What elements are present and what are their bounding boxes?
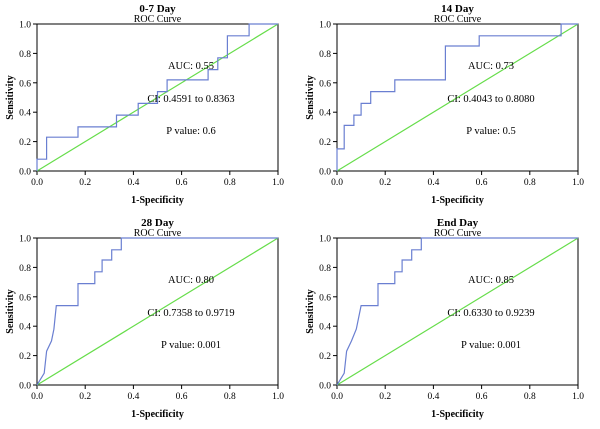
x-tick-label: 0.0 [331,392,343,402]
auc-annotation: AUC: 0.85 [468,275,514,286]
y-tick-label: 1.0 [319,235,331,245]
y-tick-label: 0.6 [319,79,331,89]
x-tick-label: 0.6 [476,178,488,188]
ci-annotation: CI: 0.6330 to 0.9239 [447,308,534,319]
x-axis-label: 1-Specificity [431,195,484,206]
y-axis-label: Sensitivity [305,289,316,333]
y-tick-label: 0.2 [319,138,331,148]
reference-diagonal-line [36,237,279,386]
ci-annotation: CI: 0.7358 to 0.9719 [147,308,234,319]
x-tick-label: 1.0 [272,392,284,402]
p-value-annotation: P value: 0.5 [466,126,515,137]
x-tick-label: 0.6 [476,392,488,402]
plot-frame [36,23,279,172]
y-tick-label: 0.6 [319,293,331,303]
roc-panel-0-7-day: 0-7 Day ROC Curve 0.0 0.2 0.4 0.6 0.8 1.0 0.0 0.2… [0,0,300,214]
x-tick-label: 0.4 [427,178,439,188]
y-tick-label: 0.0 [19,382,31,392]
y-axis-label: Sensitivity [5,75,16,119]
x-tick-label: 0.2 [79,392,91,402]
roc-curve-line [36,237,278,386]
y-tick-label: 0.4 [319,323,331,333]
auc-annotation: AUC: 0.80 [168,275,214,286]
ci-annotation: CI: 0.4591 to 0.8363 [147,94,234,105]
x-axis-label: 1-Specificity [131,409,184,420]
y-tick-label: 0.4 [319,109,331,119]
x-tick-label: 1.0 [572,392,584,402]
y-tick-label: 0.2 [319,352,331,362]
x-axis-label: 1-Specificity [131,195,184,206]
plot-frame [336,23,579,172]
chart-subtitle: ROC Curve [434,14,482,25]
x-tick-label: 0.8 [524,178,536,188]
roc-panel-28-day: 28 Day ROC Curve 0.0 0.2 0.4 0.6 0.8 1.0 0.0 0.2 0… [0,214,300,428]
y-tick-label: 1.0 [19,21,31,31]
y-tick-label: 0.0 [19,168,31,178]
y-tick-label: 0.6 [19,79,31,89]
y-tick-label: 1.0 [19,235,31,245]
chart-subtitle: ROC Curve [134,14,182,25]
x-tick-label: 0.6 [176,178,188,188]
x-tick-label: 0.0 [31,392,43,402]
chart-subtitle: ROC Curve [434,228,482,239]
y-tick-label: 0.2 [19,138,31,148]
y-axis-label: Sensitivity [5,289,16,333]
x-axis-label: 1-Specificity [431,409,484,420]
chart-title: 28 Day [141,217,174,229]
y-tick-label: 0.4 [19,109,31,119]
roc-curve-line [336,237,578,386]
x-tick-label: 0.8 [224,392,236,402]
x-tick-label: 0.0 [331,178,343,188]
p-value-annotation: P value: 0.6 [166,126,215,137]
chart-title: 14 Day [441,3,474,15]
y-tick-label: 0.0 [319,168,331,178]
reference-diagonal-line [336,237,579,386]
x-tick-label: 0.2 [379,392,391,402]
y-tick-label: 0.4 [19,323,31,333]
y-tick-label: 0.8 [19,264,31,274]
y-tick-label: 0.8 [319,264,331,274]
roc-panel-14-day: 14 Day ROC Curve 0.0 0.2 0.4 0.6 0.8 1.0 0.0 0.2 0… [300,0,600,214]
y-axis-label: Sensitivity [305,75,316,119]
roc-curve-line [36,23,278,171]
x-tick-label: 1.0 [572,178,584,188]
auc-annotation: AUC: 0.55 [168,61,214,72]
chart-title: 0-7 Day [139,3,176,15]
p-value-annotation: P value: 0.001 [461,340,521,351]
x-tick-label: 0.8 [524,392,536,402]
reference-diagonal-line [336,23,579,172]
x-tick-label: 0.4 [127,178,139,188]
x-tick-label: 0.0 [31,178,43,188]
x-tick-label: 0.6 [176,392,188,402]
x-tick-label: 0.8 [224,178,236,188]
chart-subtitle: ROC Curve [134,228,182,239]
y-tick-label: 0.8 [319,50,331,60]
roc-panel-end-day: End Day ROC Curve 0.0 0.2 0.4 0.6 0.8 1.0 0.0 0.2… [300,214,600,428]
ci-annotation: CI: 0.4043 to 0.8080 [447,94,534,105]
x-tick-label: 1.0 [272,178,284,188]
y-tick-label: 0.8 [19,50,31,60]
y-tick-label: 0.0 [319,382,331,392]
y-tick-label: 0.2 [19,352,31,362]
y-tick-label: 0.6 [19,293,31,303]
x-tick-label: 0.4 [427,392,439,402]
roc-curve-line [336,23,578,171]
p-value-annotation: P value: 0.001 [161,340,221,351]
x-tick-label: 0.2 [379,178,391,188]
x-tick-label: 0.4 [127,392,139,402]
x-tick-label: 0.2 [79,178,91,188]
y-tick-label: 1.0 [319,21,331,31]
chart-title: End Day [437,217,479,229]
auc-annotation: AUC: 0.73 [468,61,514,72]
